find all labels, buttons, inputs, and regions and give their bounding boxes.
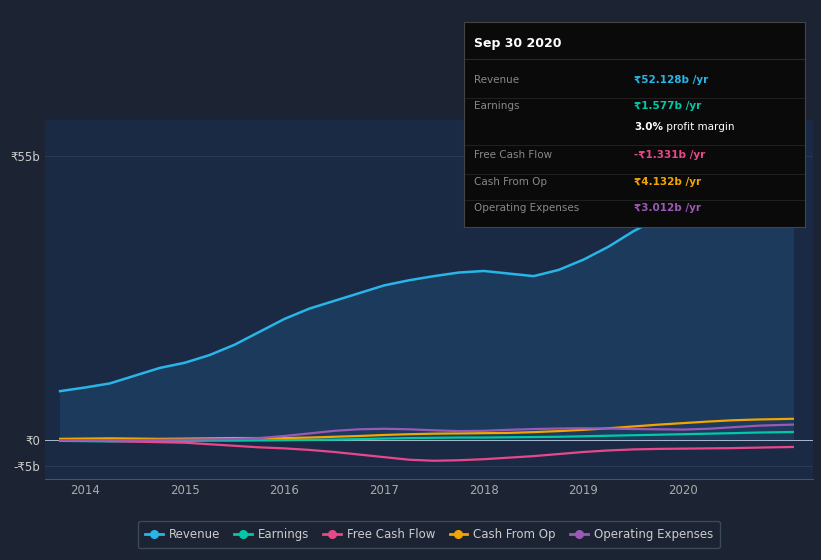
Text: Cash From Op: Cash From Op: [474, 177, 547, 187]
Text: ₹4.132b /yr: ₹4.132b /yr: [635, 177, 701, 187]
Text: Free Cash Flow: Free Cash Flow: [474, 150, 553, 160]
Text: Revenue: Revenue: [474, 74, 519, 85]
Text: Operating Expenses: Operating Expenses: [474, 203, 580, 213]
Text: 3.0%: 3.0%: [635, 122, 663, 132]
Legend: Revenue, Earnings, Free Cash Flow, Cash From Op, Operating Expenses: Revenue, Earnings, Free Cash Flow, Cash …: [138, 521, 720, 548]
Text: -₹1.331b /yr: -₹1.331b /yr: [635, 150, 705, 160]
Text: profit margin: profit margin: [663, 122, 735, 132]
Text: ₹3.012b /yr: ₹3.012b /yr: [635, 203, 701, 213]
Text: Earnings: Earnings: [474, 101, 520, 111]
Text: ₹1.577b /yr: ₹1.577b /yr: [635, 101, 701, 111]
Text: ₹52.128b /yr: ₹52.128b /yr: [635, 74, 709, 85]
Text: Sep 30 2020: Sep 30 2020: [474, 37, 562, 50]
